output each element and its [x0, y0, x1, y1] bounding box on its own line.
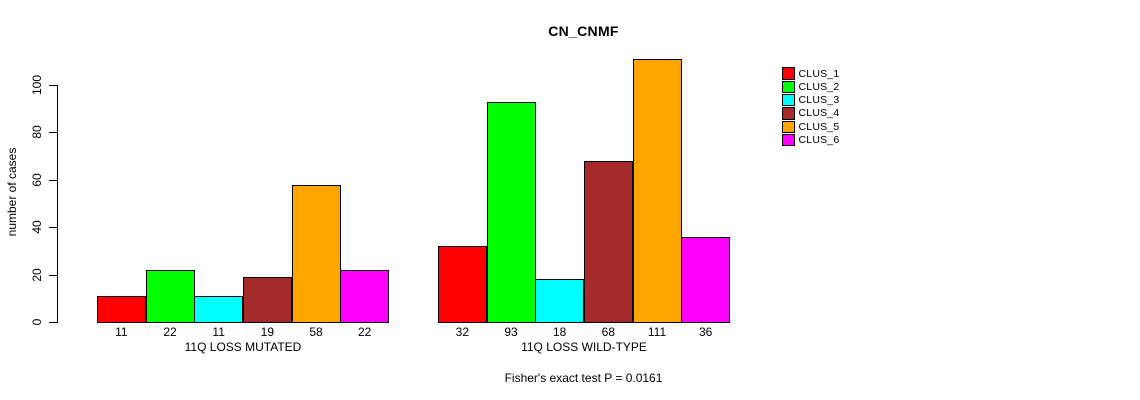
bar-clus_2 [486, 101, 536, 323]
bar-value-label: 18 [552, 325, 567, 339]
bar-value-label: 93 [504, 325, 518, 339]
y-tick-label: 40 [29, 220, 44, 234]
y-tick [49, 322, 57, 323]
legend-item-clus_3: CLUS_3 [782, 93, 840, 107]
bar-value-label: 68 [601, 325, 615, 339]
chart-title: CN_CNMF [548, 23, 619, 39]
bar-clus_4 [243, 276, 293, 323]
y-tick-label: 80 [29, 125, 44, 140]
legend-label: CLUS_4 [798, 107, 840, 120]
y-tick [49, 179, 57, 181]
legend-swatch-icon [782, 93, 795, 107]
bar-value-label: 58 [309, 325, 323, 339]
bar-clus_5 [632, 58, 682, 323]
bar-value-label: 32 [455, 325, 469, 339]
y-tick [49, 274, 57, 276]
bar-value-label: 22 [357, 325, 372, 339]
y-tick-label: 20 [29, 267, 44, 282]
legend-label: CLUS_3 [798, 94, 840, 107]
footnote-fisher-test: Fisher's exact test P = 0.0161 [504, 371, 663, 385]
bar-clus_5 [291, 184, 341, 323]
y-tick-label: 0 [29, 318, 44, 326]
legend-label: CLUS_5 [798, 120, 840, 133]
bar-value-label: 111 [647, 325, 667, 339]
bar-value-label: 11 [212, 325, 225, 339]
legend-swatch-icon [782, 80, 795, 94]
bar-value-label: 22 [163, 325, 177, 339]
legend-label: CLUS_6 [798, 134, 840, 147]
bar-clus_4 [584, 160, 634, 323]
y-tick-label: 60 [29, 173, 44, 187]
y-axis-label: number of cases [5, 147, 19, 237]
y-tick-label: 100 [29, 74, 44, 96]
group-label: 11Q LOSS WILD-TYPE [521, 340, 647, 354]
legend-label: CLUS_2 [798, 80, 840, 93]
legend-label: CLUS_1 [798, 67, 840, 80]
bar-value-label: 36 [698, 325, 713, 339]
legend-swatch-icon [782, 133, 795, 147]
legend-item-clus_2: CLUS_2 [782, 80, 840, 94]
y-axis-line [57, 85, 58, 323]
bar-clus_1 [97, 295, 147, 323]
legend-swatch-icon [782, 120, 795, 134]
legend-swatch-icon [782, 107, 795, 120]
bar-value-label: 11 [115, 325, 128, 339]
bar-clus_3 [194, 295, 244, 323]
bar-clus_1 [438, 246, 488, 323]
bar-value-label: 19 [260, 325, 274, 339]
bar-clus_6 [340, 269, 390, 323]
bar-clus_3 [535, 279, 585, 323]
legend-item-clus_6: CLUS_6 [782, 133, 840, 147]
y-tick [49, 132, 57, 134]
y-tick [49, 85, 57, 86]
legend-swatch-icon [782, 67, 795, 80]
group-label: 11Q LOSS MUTATED [184, 340, 302, 354]
bar-clus_2 [145, 269, 195, 323]
legend-item-clus_1: CLUS_1 [782, 67, 839, 80]
legend-item-clus_5: CLUS_5 [782, 120, 840, 134]
bar-clus_6 [681, 236, 731, 323]
legend-item-clus_4: CLUS_4 [782, 107, 839, 120]
y-tick [49, 227, 57, 229]
